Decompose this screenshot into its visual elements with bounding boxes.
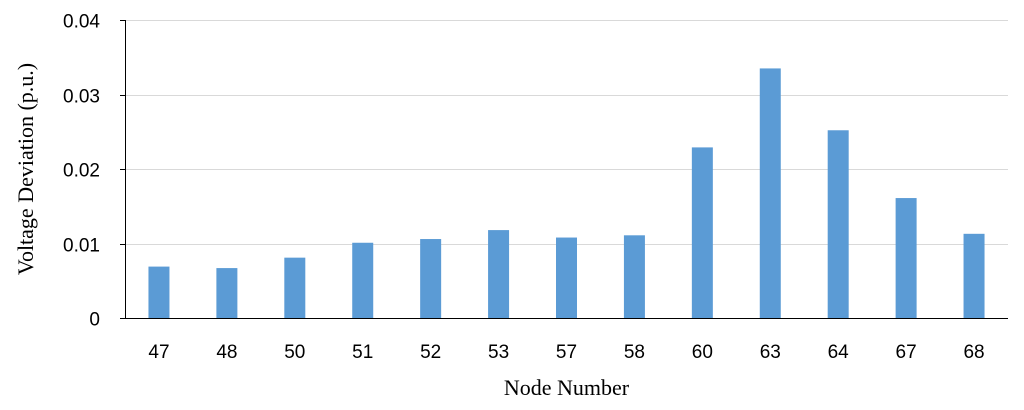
- bar-47: [148, 266, 170, 318]
- x-tick-label: 68: [963, 342, 984, 363]
- x-tick-labels: 47 48 50 51 52 53 57 58 60 63 64 67 68: [148, 342, 984, 363]
- bar-58: [623, 235, 645, 318]
- bar-51: [352, 242, 374, 318]
- bar-53: [488, 230, 510, 318]
- bar-57: [556, 237, 577, 318]
- x-tick-label: 53: [488, 342, 509, 363]
- gridlines: [125, 20, 1008, 245]
- x-tick-label: 50: [284, 342, 305, 363]
- x-tick-label: 51: [352, 342, 373, 363]
- bar-48: [216, 268, 238, 318]
- y-tick-label: 0.02: [63, 161, 100, 182]
- y-tick-label: 0.04: [63, 12, 100, 33]
- bar-67: [895, 198, 917, 318]
- y-tick-label: 0: [89, 310, 100, 331]
- y-tick-labels: 0 0.01 0.02 0.03 0.04: [63, 12, 125, 331]
- x-tick-label: 64: [828, 342, 850, 363]
- y-tick-label: 0.01: [63, 236, 100, 257]
- bar-60: [691, 147, 713, 318]
- x-tick-label: 58: [624, 342, 645, 363]
- x-tick-label: 48: [216, 342, 237, 363]
- y-axis-title: Voltage Deviation (p.u.): [13, 63, 38, 275]
- bar-50: [284, 257, 306, 318]
- x-axis-title: Node Number: [504, 375, 630, 400]
- bar-64: [827, 130, 849, 318]
- y-tick-label: 0.03: [63, 87, 100, 108]
- x-tick-label: 63: [760, 342, 781, 363]
- bar-63: [759, 68, 781, 318]
- bars: [148, 68, 985, 318]
- x-tick-label: 60: [692, 342, 713, 363]
- bar-68: [963, 233, 985, 318]
- x-tick-label: 57: [556, 342, 577, 363]
- x-tick-label: 67: [896, 342, 917, 363]
- x-tick-label: 52: [420, 342, 441, 363]
- bar-52: [420, 239, 442, 318]
- x-tick-label: 47: [148, 342, 169, 363]
